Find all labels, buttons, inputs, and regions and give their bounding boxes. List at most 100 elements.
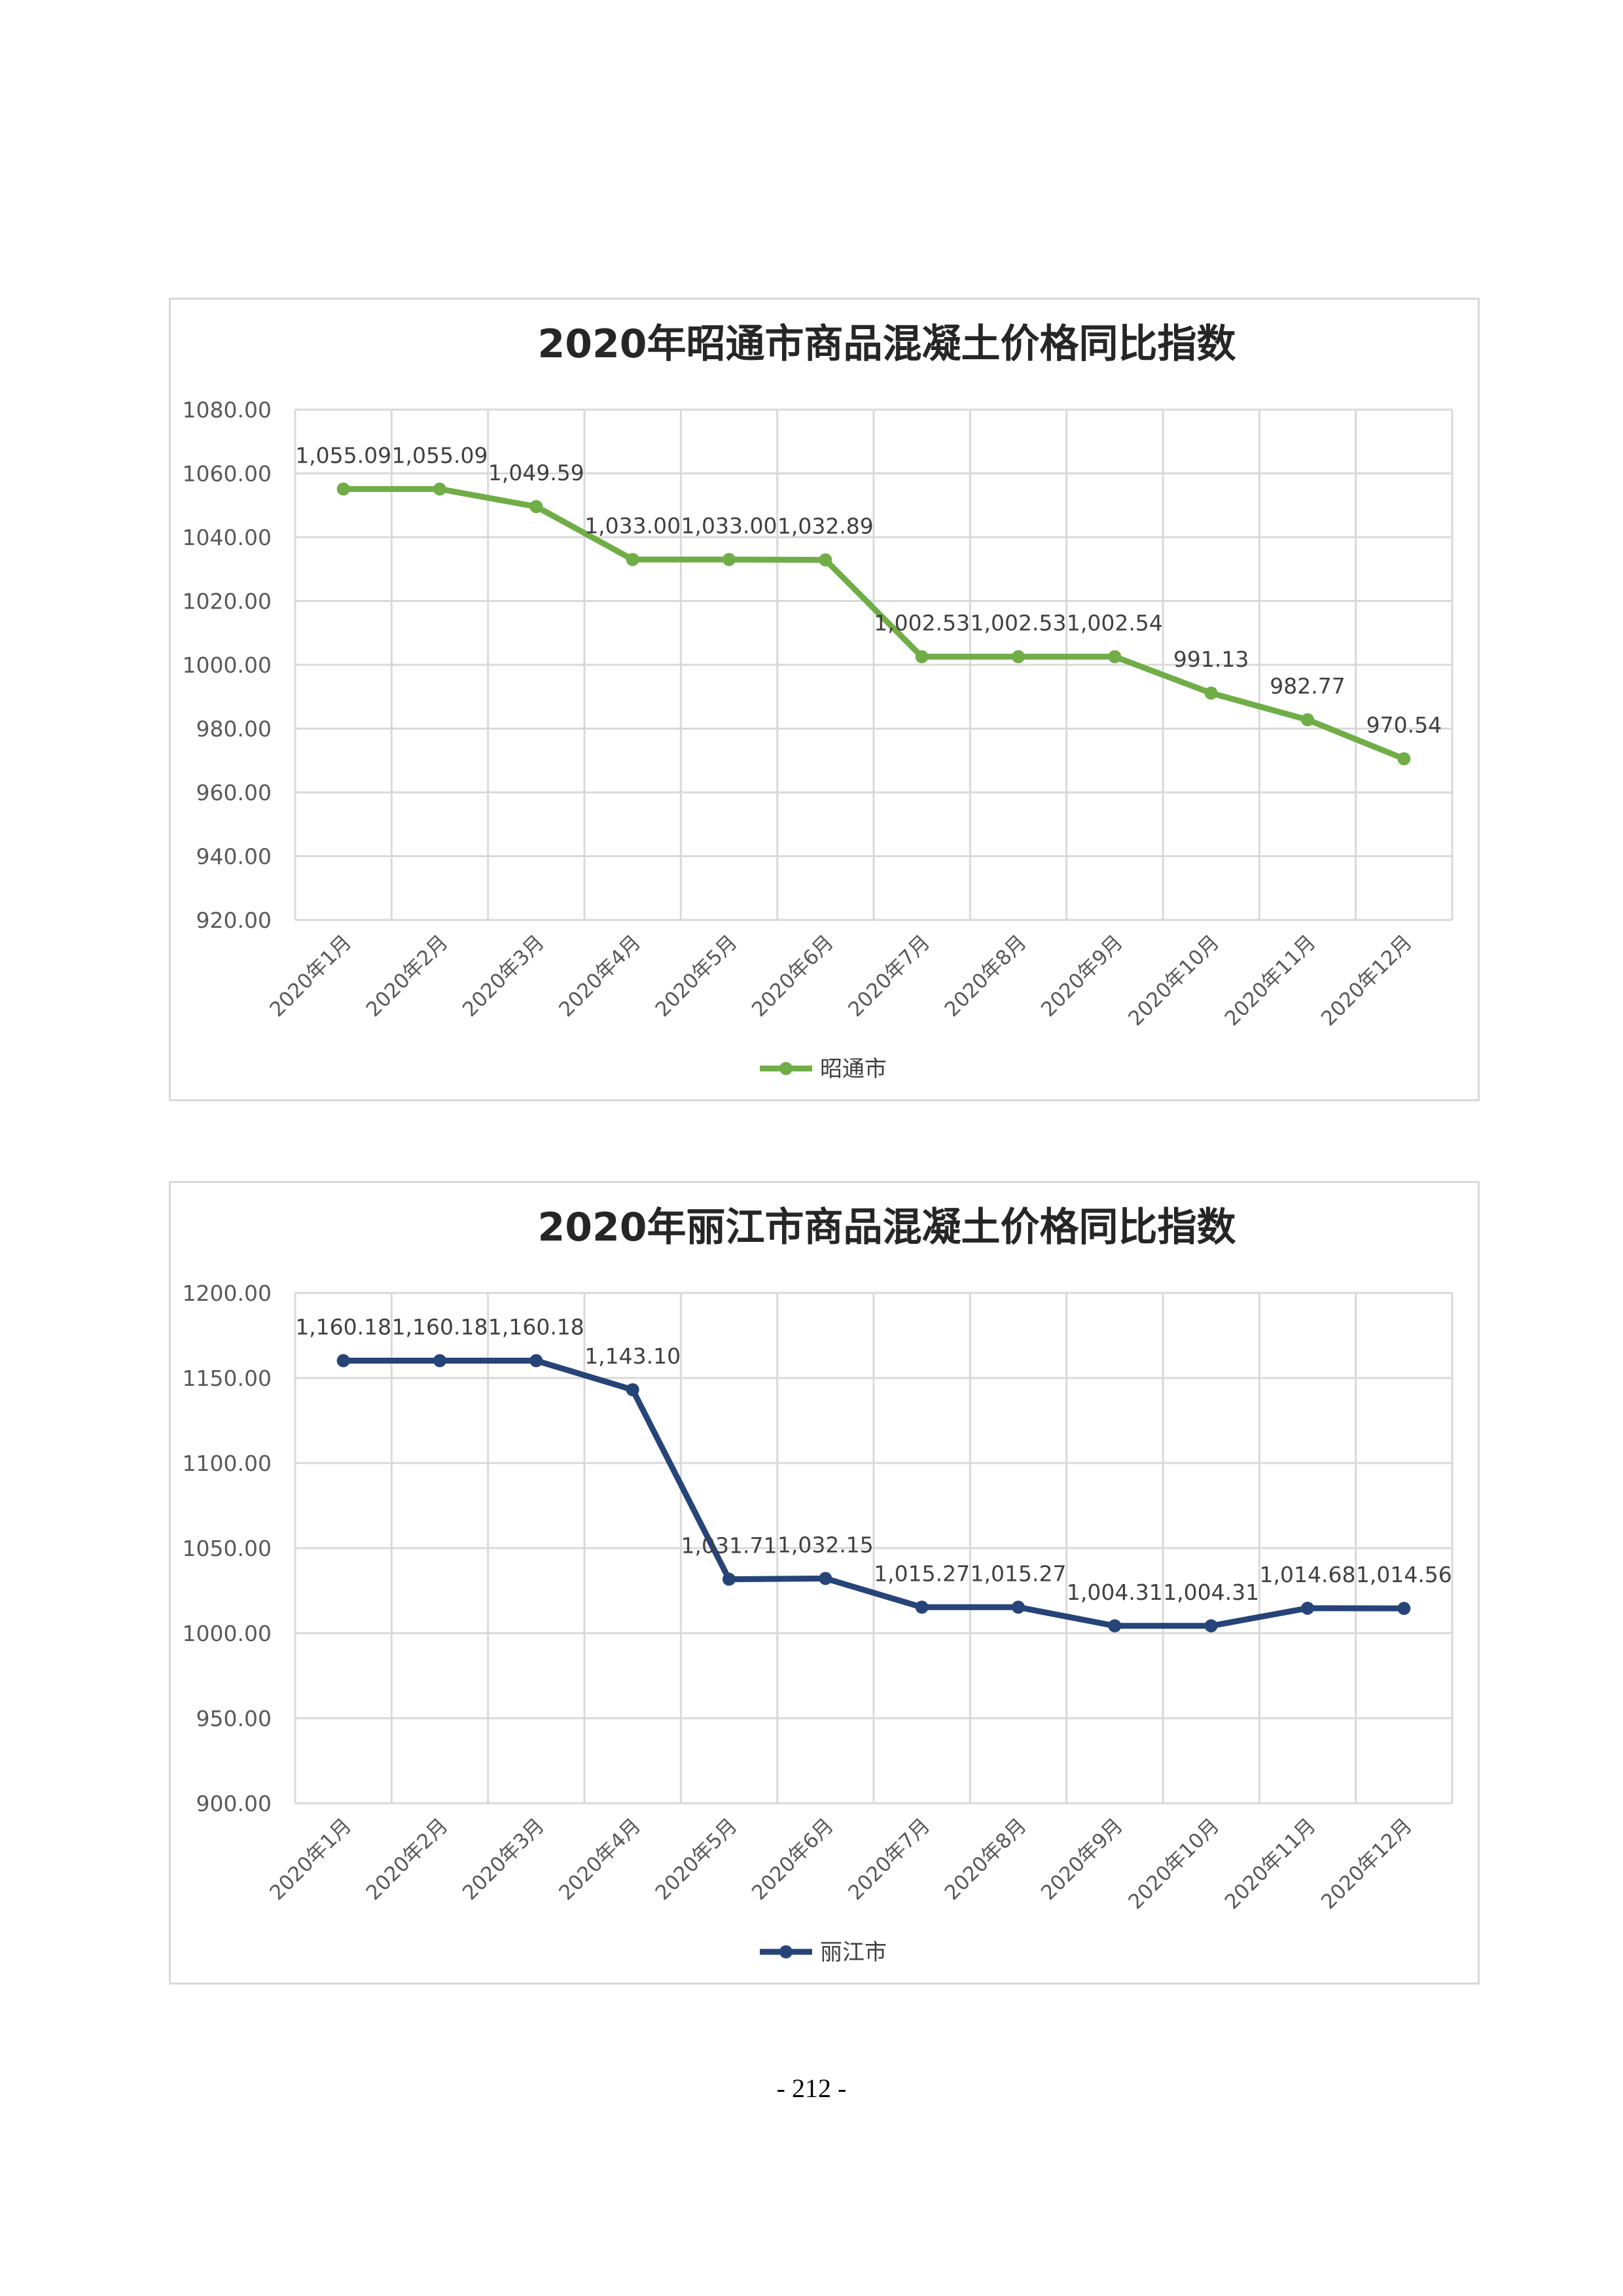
chart1-y-tick-label: 1020.00 [183,589,272,614]
chart2-data-label: 1,015.27 [971,1561,1067,1586]
chart1-series-line [340,486,1407,762]
chart2-data-label: 1,015.27 [874,1561,970,1586]
chart2-data-point [336,1354,350,1368]
chart1-data-point [1301,713,1314,726]
chart1-data-point [722,553,736,567]
chart1-x-tick-label: 2020年2月 [362,930,453,1021]
lijiang-chart-svg: 2020年丽江市商品混凝土价格同比指数 1200.00 1150.00 1100.00… [183,1205,1454,1966]
chart1-data-point [819,553,832,567]
chart2-x-tick-label: 2020年9月 [1037,1814,1128,1905]
chart1-x-tick-label: 2020年12月 [1317,930,1417,1031]
chart2-x-tick-label: 2020年2月 [362,1814,453,1905]
chart2-x-tick-label: 2020年3月 [458,1814,549,1905]
chart1-data-label: 991.13 [1173,646,1249,672]
chart1-data-label: 1,033.00 [584,513,681,539]
chart1-y-tick-label: 1080.00 [183,397,272,423]
chart2-x-tick-label: 2020年10月 [1124,1814,1224,1914]
chart1-data-label: 1,049.59 [488,460,584,486]
chart2-x-tick-label: 2020年1月 [265,1814,356,1905]
chart1-title: 2020年昭通市商品混凝土价格同比指数 [538,321,1236,367]
chart2-x-tick-label: 2020年5月 [651,1814,742,1905]
chart2-y-tick-label: 1000.00 [183,1621,272,1646]
chart2-title: 2020年丽江市商品混凝土价格同比指数 [538,1205,1236,1250]
chart1-data-label: 1,032.89 [777,514,874,539]
zhaotong-chart: 2020年昭通市商品混凝土价格同比指数 1080.00 1060.00 1040.00… [169,298,1480,1101]
chart2-x-tick-label: 2020年12月 [1317,1814,1417,1914]
chart1-data-point [1397,752,1411,766]
chart2-y-tick-label: 1200.00 [183,1280,272,1306]
chart2-data-label: 1,160.18 [295,1315,391,1340]
chart2-data-label: 1,014.56 [1356,1562,1452,1587]
chart1-data-label: 1,055.09 [295,442,391,468]
chart2-legend-label: 丽江市 [820,1939,887,1966]
chart2-data-point [1204,1619,1218,1633]
page-number: - 212 - [776,2074,847,2103]
chart1-y-tick-label: 1040.00 [183,525,272,550]
chart1-y-tick-label: 1000.00 [183,652,272,678]
chart1-y-tick-label: 920.00 [196,908,272,933]
zhaotong-chart-svg: 2020年昭通市商品混凝土价格同比指数 1080.00 1060.00 1040.00… [183,321,1454,1082]
chart2-y-tick-label: 950.00 [196,1706,272,1731]
chart1-data-point [1108,650,1122,663]
chart2-data-point [626,1383,639,1396]
chart2-data-point [1397,1602,1411,1616]
chart2-data-point [819,1572,832,1585]
chart1-data-point [915,650,929,663]
chart2-data-label: 1,014.68 [1260,1562,1356,1587]
chart2-y-tick-label: 900.00 [196,1791,272,1816]
chart1-y-tick-label: 940.00 [196,844,272,870]
chart1-legend-label: 昭通市 [820,1056,887,1082]
chart1-x-tick-label: 2020年11月 [1221,930,1321,1031]
chart1-legend-marker [779,1062,793,1075]
chart2-x-tick-label: 2020年6月 [747,1814,838,1905]
lijiang-chart: 2020年丽江市商品混凝土价格同比指数 1200.00 1150.00 1100.00… [169,1181,1480,1985]
chart2-data-point [433,1354,446,1368]
chart1-y-tick-label: 980.00 [196,716,272,742]
chart1-x-tick-label: 2020年9月 [1037,930,1128,1021]
chart2-y-tick-label: 1150.00 [183,1366,272,1391]
chart1-data-label: 1,033.00 [681,513,777,539]
chart1-y-tick-label: 1060.00 [183,461,272,487]
chart2-x-tick-label: 2020年8月 [940,1814,1031,1905]
chart2-x-tick-label: 2020年4月 [554,1814,645,1905]
chart2-data-point [1108,1619,1122,1633]
chart2-y-tick-label: 1100.00 [183,1451,272,1476]
chart1-x-tick-label: 2020年5月 [651,930,742,1021]
chart1-data-point [529,500,543,514]
chart1-x-tick-label: 2020年4月 [554,930,645,1021]
chart1-x-tick-label: 2020年1月 [265,930,356,1021]
chart2-data-label: 1,160.18 [488,1315,584,1340]
chart2-data-point [1012,1600,1025,1614]
chart2-data-label: 1,032.15 [777,1532,874,1557]
chart1-x-tick-label: 2020年6月 [747,930,838,1021]
chart2-legend-marker [779,1945,793,1958]
chart1-data-label: 970.54 [1366,713,1442,738]
chart2-data-label: 1,143.10 [584,1343,681,1369]
chart2-data-point [1301,1601,1314,1615]
chart2-x-tick-label: 2020年7月 [844,1814,935,1905]
chart2-data-point [529,1354,543,1368]
chart1-x-tick-label: 2020年3月 [458,930,549,1021]
chart2-data-label: 1,031.71 [681,1533,777,1559]
chart2-y-tick-label: 1050.00 [183,1536,272,1561]
chart2-series-line [340,1358,1407,1629]
chart1-data-label: 1,055.09 [392,442,488,468]
chart1-data-point [626,553,639,567]
chart2-data-label: 1,160.18 [392,1315,488,1340]
chart1-data-point [1204,686,1218,700]
chart2-data-point [722,1572,736,1586]
chart1-data-label: 982.77 [1270,673,1345,699]
chart2-data-label: 1,004.31 [1163,1580,1259,1605]
chart2-data-label: 1,004.31 [1067,1580,1163,1605]
chart1-data-label: 1,002.53 [971,610,1067,636]
chart1-data-label: 1,002.54 [1067,610,1163,636]
chart1-x-tick-label: 2020年10月 [1124,930,1224,1031]
chart1-data-point [433,482,446,496]
chart1-x-tick-label: 2020年7月 [844,930,935,1021]
chart1-data-label: 1,002.53 [874,610,970,636]
chart1-y-tick-label: 960.00 [196,780,272,805]
chart2-data-point [915,1600,929,1614]
chart1-x-tick-label: 2020年8月 [940,930,1031,1021]
chart1-data-point [336,482,350,496]
chart2-x-tick-label: 2020年11月 [1221,1814,1321,1914]
